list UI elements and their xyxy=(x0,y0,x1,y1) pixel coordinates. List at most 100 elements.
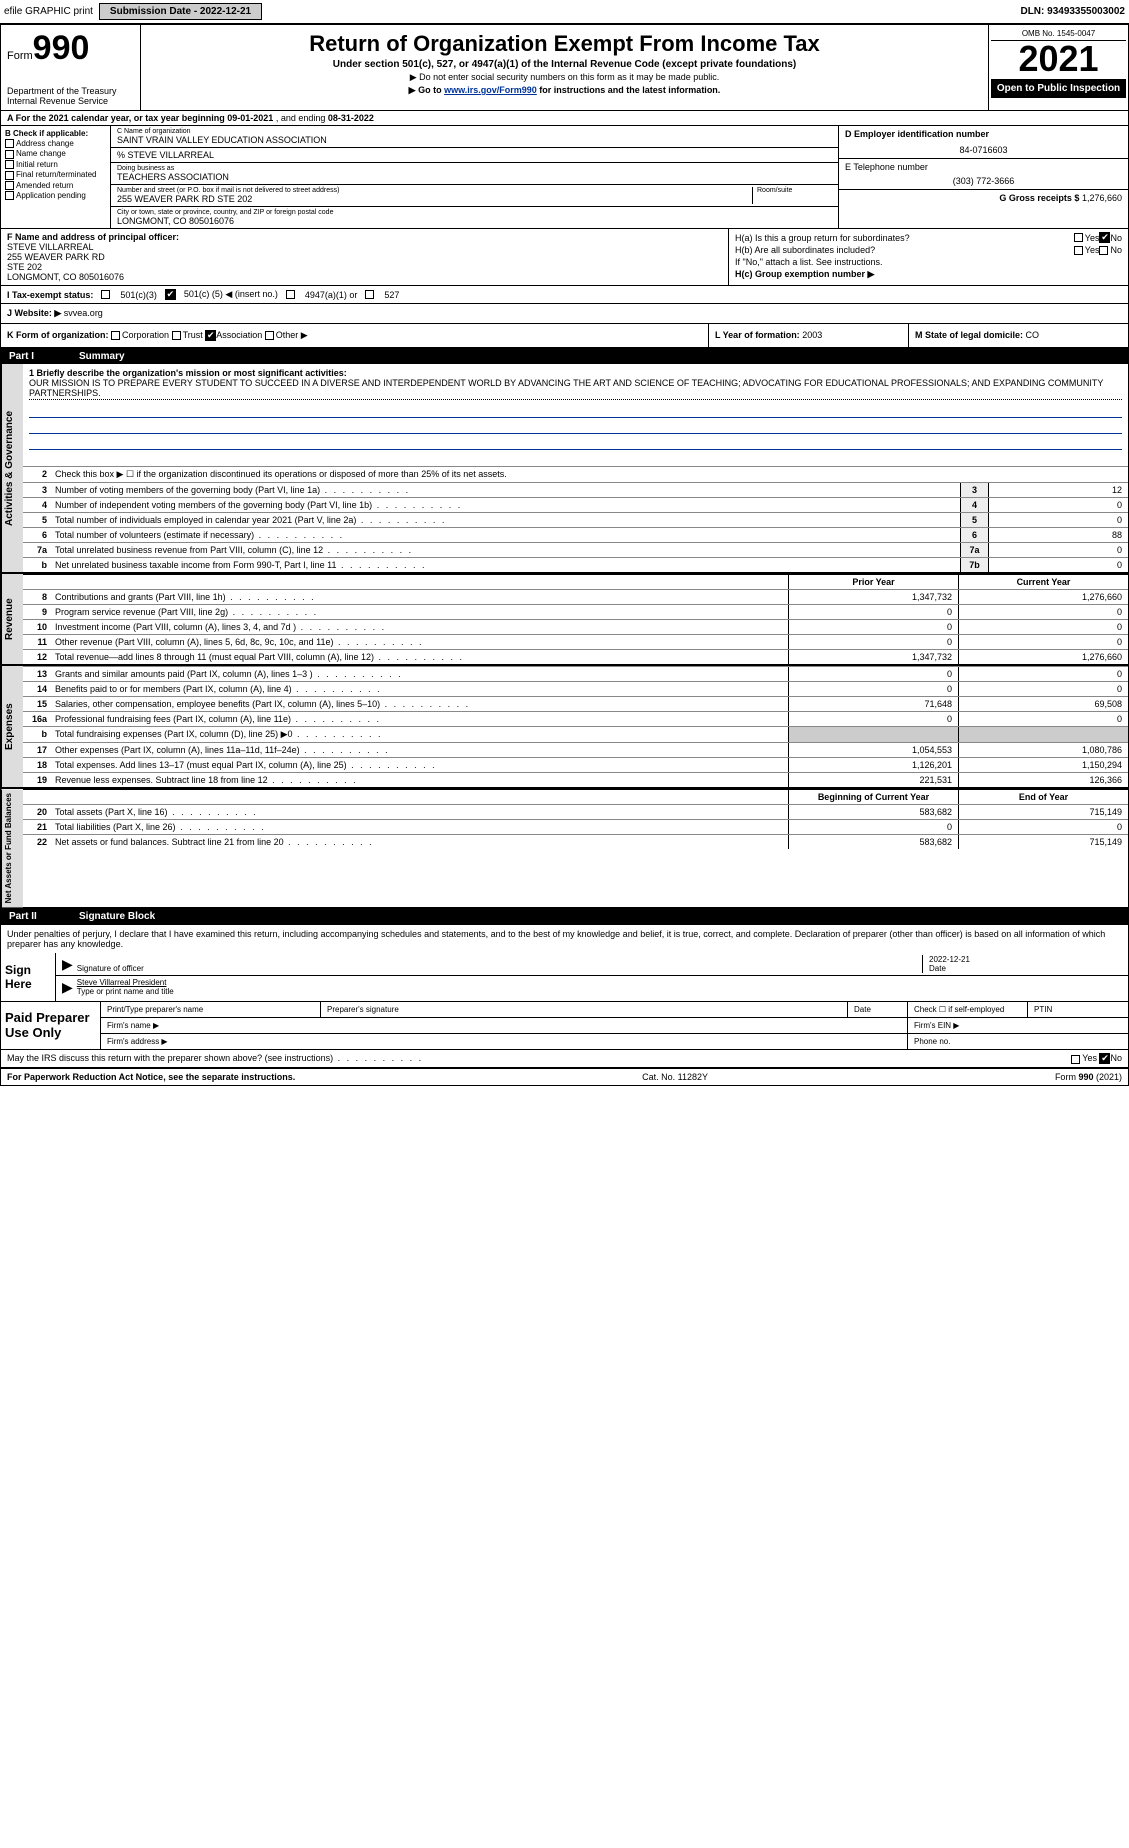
efile-topbar: efile GRAPHIC print Submission Date - 20… xyxy=(0,0,1129,24)
table-row: 13Grants and similar amounts paid (Part … xyxy=(23,666,1128,681)
hb-note: If "No," attach a list. See instructions… xyxy=(735,257,1122,267)
ha-yes-chk[interactable] xyxy=(1074,233,1083,242)
chk-application-pending[interactable]: Application pending xyxy=(5,191,106,200)
chk-527[interactable] xyxy=(365,290,374,299)
chk-address-change[interactable]: Address change xyxy=(5,139,106,148)
section-expenses: Expenses 13Grants and similar amounts pa… xyxy=(1,666,1128,789)
table-row: 8Contributions and grants (Part VIII, li… xyxy=(23,589,1128,604)
chk-501c[interactable]: ✔ xyxy=(165,289,176,300)
col-b-heading: B Check if applicable: xyxy=(5,129,106,138)
year-begin: 09-01-2021 xyxy=(227,113,273,123)
chk-trust[interactable] xyxy=(172,331,181,340)
hc-label: H(c) Group exemption number ▶ xyxy=(735,269,1122,280)
paid-preparer-row: Paid Preparer Use Only Print/Type prepar… xyxy=(1,1002,1128,1050)
col-eoy: End of Year xyxy=(958,790,1128,804)
year-formation-value: 2003 xyxy=(802,330,822,340)
table-row: 21Total liabilities (Part X, line 26)00 xyxy=(23,819,1128,834)
table-row: 12Total revenue—add lines 8 through 11 (… xyxy=(23,649,1128,664)
dba-label: Doing business as xyxy=(117,165,832,172)
website-label: J Website: ▶ xyxy=(7,308,61,318)
chk-4947[interactable] xyxy=(286,290,295,299)
discuss-no-chk[interactable]: ✔ xyxy=(1099,1053,1110,1064)
line6-val: 88 xyxy=(988,528,1128,542)
chk-association[interactable]: ✔ xyxy=(205,330,216,341)
chk-other[interactable] xyxy=(265,331,274,340)
part2-title: Signature Block xyxy=(79,911,155,922)
ein-value: 84-0716603 xyxy=(845,139,1122,155)
line7a-desc: Total unrelated business revenue from Pa… xyxy=(51,543,960,557)
side-governance: Activities & Governance xyxy=(1,364,23,572)
prep-sig-label: Preparer's signature xyxy=(321,1002,848,1017)
table-row: 20Total assets (Part X, line 16)583,6827… xyxy=(23,804,1128,819)
chk-amended-return[interactable]: Amended return xyxy=(5,181,106,190)
tax-status-label: I Tax-exempt status: xyxy=(7,290,93,300)
part1-header: Part I Summary xyxy=(1,349,1128,364)
dln-label: DLN: 93493355003002 xyxy=(1020,6,1125,17)
row-k-form-org: K Form of organization: Corporation Trus… xyxy=(1,324,1128,349)
firm-ein-label: Firm's EIN ▶ xyxy=(908,1018,1128,1033)
header-left: Form990 Department of the Treasury Inter… xyxy=(1,25,141,110)
col-prior-year: Prior Year xyxy=(788,575,958,589)
blank-line xyxy=(29,422,1122,434)
chk-initial-return[interactable]: Initial return xyxy=(5,160,106,169)
table-row: 14Benefits paid to or for members (Part … xyxy=(23,681,1128,696)
table-row: 15Salaries, other compensation, employee… xyxy=(23,696,1128,711)
form-footer: For Paperwork Reduction Act Notice, see … xyxy=(1,1069,1128,1085)
row-i-tax-status: I Tax-exempt status: 501(c)(3) ✔ 501(c) … xyxy=(1,286,1128,304)
firm-name-label: Firm's name ▶ xyxy=(101,1018,908,1033)
efile-label: efile GRAPHIC print xyxy=(4,6,93,17)
line4-desc: Number of independent voting members of … xyxy=(51,498,960,512)
section-net-assets: Net Assets or Fund Balances Beginning of… xyxy=(1,789,1128,909)
part2-header: Part II Signature Block xyxy=(1,909,1128,924)
gross-receipts-label: G Gross receipts $ xyxy=(999,193,1079,203)
website-value: svvea.org xyxy=(64,308,103,318)
table-row: bTotal fundraising expenses (Part IX, co… xyxy=(23,726,1128,742)
chk-501c3[interactable] xyxy=(101,290,110,299)
paid-preparer-label: Paid Preparer Use Only xyxy=(1,1002,101,1049)
irs-label: Internal Revenue Service xyxy=(7,96,134,106)
chk-name-change[interactable]: Name change xyxy=(5,149,106,158)
part1-title: Summary xyxy=(79,351,125,362)
chk-final-return[interactable]: Final return/terminated xyxy=(5,170,106,179)
hb-no-chk[interactable] xyxy=(1099,246,1108,255)
sig-officer-label: Signature of officer xyxy=(77,964,922,973)
arrow-icon: ▶ xyxy=(62,979,73,996)
line5-val: 0 xyxy=(988,513,1128,527)
org-name-label: C Name of organization xyxy=(117,128,832,135)
section-governance: Activities & Governance 1 Briefly descri… xyxy=(1,364,1128,574)
city-value: LONGMONT, CO 805016076 xyxy=(117,216,832,226)
part1-num: Part I xyxy=(9,351,59,362)
state-domicile-label: M State of legal domicile: xyxy=(915,330,1023,340)
sig-date-label: Date xyxy=(929,964,946,973)
irs-discuss-row: May the IRS discuss this return with the… xyxy=(1,1050,1128,1069)
row-j-website: J Website: ▶ svvea.org xyxy=(1,304,1128,324)
side-revenue: Revenue xyxy=(1,574,23,664)
submission-date-button[interactable]: Submission Date - 2022-12-21 xyxy=(99,3,262,20)
prep-date-label: Date xyxy=(848,1002,908,1017)
org-name: SAINT VRAIN VALLEY EDUCATION ASSOCIATION xyxy=(117,135,832,145)
mission-label: 1 Briefly describe the organization's mi… xyxy=(29,368,1122,378)
firm-addr-label: Firm's address ▶ xyxy=(101,1034,908,1049)
tax-year: 2021 xyxy=(991,41,1126,77)
prep-name-label: Print/Type preparer's name xyxy=(101,1002,321,1017)
chk-corporation[interactable] xyxy=(111,331,120,340)
line6-desc: Total number of volunteers (estimate if … xyxy=(51,528,960,542)
street-label: Number and street (or P.O. box if mail i… xyxy=(117,187,752,194)
col-b-checkboxes: B Check if applicable: Address change Na… xyxy=(1,126,111,228)
officer-name: STEVE VILLARREAL xyxy=(7,242,722,252)
discuss-yes-chk[interactable] xyxy=(1071,1055,1080,1064)
table-row: 16aProfessional fundraising fees (Part I… xyxy=(23,711,1128,726)
hb-yes-chk[interactable] xyxy=(1074,246,1083,255)
irs-discuss-text: May the IRS discuss this return with the… xyxy=(7,1053,423,1064)
form-container: Form990 Department of the Treasury Inter… xyxy=(0,24,1129,1086)
ha-no-chk[interactable]: ✔ xyxy=(1099,232,1110,243)
gross-receipts-value: 1,276,660 xyxy=(1082,193,1122,203)
line7b-desc: Net unrelated business taxable income fr… xyxy=(51,558,960,572)
signature-declaration: Under penalties of perjury, I declare th… xyxy=(1,924,1128,953)
irs-link[interactable]: www.irs.gov/Form990 xyxy=(444,85,537,95)
table-row: 17Other expenses (Part IX, column (A), l… xyxy=(23,742,1128,757)
col-f-officer: F Name and address of principal officer:… xyxy=(1,229,728,285)
mission-text: OUR MISSION IS TO PREPARE EVERY STUDENT … xyxy=(29,378,1122,400)
part2-num: Part II xyxy=(9,911,59,922)
form-org-label: K Form of organization: xyxy=(7,330,109,340)
